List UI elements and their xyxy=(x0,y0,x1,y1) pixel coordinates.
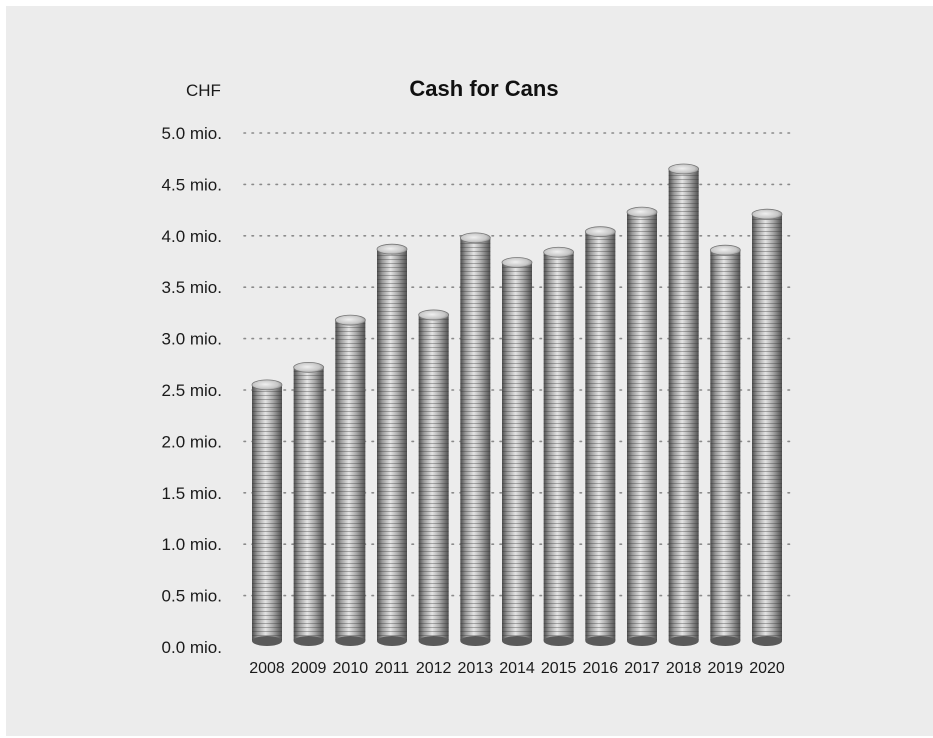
bar-2016 xyxy=(584,226,616,646)
x-tick-label: 2014 xyxy=(499,660,535,677)
coin-top xyxy=(626,206,658,218)
x-tick-label: 2015 xyxy=(541,660,577,677)
bar-2013 xyxy=(459,232,491,646)
coin-edges xyxy=(668,168,699,642)
coin-stack-base xyxy=(252,636,282,646)
coin-top xyxy=(376,243,408,255)
x-tick-label: 2008 xyxy=(249,660,285,677)
y-tick-label: 1.5 mio. xyxy=(162,484,222,503)
bar-2014 xyxy=(501,257,533,646)
coin-top xyxy=(459,232,491,244)
coin-edges xyxy=(460,237,491,641)
x-tick-label: 2018 xyxy=(666,660,702,677)
y-tick-label: 4.5 mio. xyxy=(162,175,222,194)
bar-2017 xyxy=(626,206,658,646)
coin-stack-base xyxy=(543,636,574,646)
y-tick-label: 2.5 mio. xyxy=(162,381,222,400)
coin-top xyxy=(668,163,700,175)
y-tick-label: 5.0 mio. xyxy=(162,124,222,143)
y-tick-label: 1.0 mio. xyxy=(162,535,222,554)
x-tick-label: 2012 xyxy=(416,660,452,677)
coin-stack-base xyxy=(335,636,366,646)
coin-stack-base xyxy=(293,636,324,646)
coin-edges xyxy=(502,262,532,641)
coin-stack-base xyxy=(627,636,657,646)
coin-edges xyxy=(585,231,616,642)
coin-top xyxy=(709,244,741,256)
coin-edges xyxy=(543,252,574,642)
y-tick-label: 0.5 mio. xyxy=(162,587,222,606)
coin-edges xyxy=(335,320,366,641)
bar-2020 xyxy=(751,208,783,646)
coin-stack-base xyxy=(585,636,616,646)
bars xyxy=(251,163,783,646)
coin-stack-base xyxy=(377,636,407,646)
coin-top xyxy=(293,361,325,373)
coin-edges xyxy=(418,314,449,641)
coin-edges xyxy=(252,384,282,641)
x-tick-label: 2016 xyxy=(583,660,619,677)
coin-edges xyxy=(377,249,407,641)
coin-stack-base xyxy=(460,636,491,646)
coin-stack-base xyxy=(752,636,782,646)
x-tick-label: 2010 xyxy=(333,660,369,677)
x-tick-label: 2017 xyxy=(624,660,660,677)
bar-2011 xyxy=(376,243,408,646)
x-tick-label: 2011 xyxy=(375,660,410,677)
x-tick-label: 2019 xyxy=(708,660,744,677)
y-axis-labels: 0.0 mio. 0.5 mio. 1.0 mio. 1.5 mio. 2.0 mio.… xyxy=(162,124,222,657)
coin-edges xyxy=(752,214,782,641)
bar-2010 xyxy=(334,314,366,646)
y-tick-label: 2.0 mio. xyxy=(162,432,222,451)
x-tick-label: 2009 xyxy=(291,660,327,677)
bar-2012 xyxy=(418,309,450,646)
coin-top xyxy=(543,246,575,258)
coin-stack-base xyxy=(418,636,449,646)
coin-top xyxy=(334,314,366,326)
x-tick-label: 2020 xyxy=(749,660,785,677)
coin-edges xyxy=(627,212,657,641)
coin-top xyxy=(584,226,616,238)
coin-edges xyxy=(710,250,741,641)
x-tick-label: 2013 xyxy=(458,660,494,677)
bar-2018 xyxy=(668,163,700,646)
y-tick-label: 3.0 mio. xyxy=(162,330,222,349)
coin-stack-base xyxy=(502,636,532,646)
bar-2008 xyxy=(251,379,283,646)
coin-top xyxy=(751,208,783,220)
y-axis-unit: CHF xyxy=(186,81,221,100)
y-tick-label: 3.5 mio. xyxy=(162,278,222,297)
coin-stack-base xyxy=(668,636,699,646)
coin-top xyxy=(418,309,450,321)
bar-2009 xyxy=(293,361,325,646)
coin-stack-base xyxy=(710,636,741,646)
y-tick-label: 0.0 mio. xyxy=(162,638,222,657)
bar-2019 xyxy=(709,244,741,646)
coin-edges xyxy=(293,367,324,641)
bar-2015 xyxy=(543,246,575,646)
coin-top xyxy=(251,379,283,391)
coin-top xyxy=(501,257,533,268)
y-tick-label: 4.0 mio. xyxy=(162,227,222,246)
x-axis-labels: 2008 2009 2010 2011 2012 2013 2014 2015 2016 2017… xyxy=(249,660,785,677)
chart-title: Cash for Cans xyxy=(409,76,558,101)
